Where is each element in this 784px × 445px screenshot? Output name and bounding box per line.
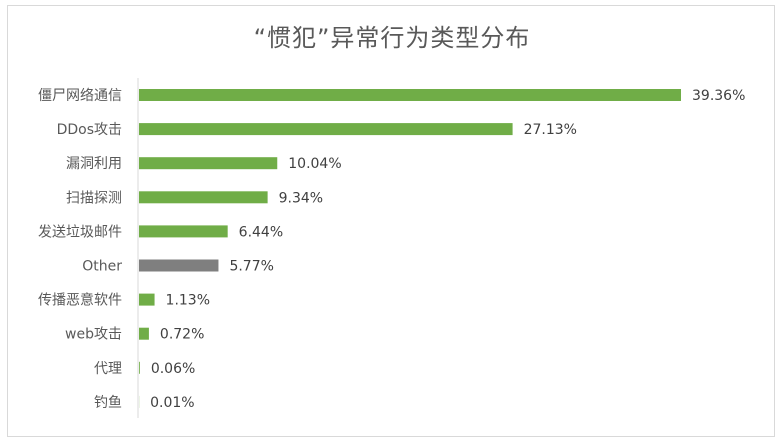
bar bbox=[139, 89, 681, 101]
category-label: 钓鱼 bbox=[94, 394, 122, 411]
bar bbox=[139, 361, 140, 374]
data-label: 10.04% bbox=[288, 156, 341, 172]
category-label: 扫描探测 bbox=[66, 190, 122, 206]
data-label: 27.13% bbox=[524, 122, 577, 138]
bar bbox=[139, 225, 228, 238]
data-label: 39.36% bbox=[692, 88, 745, 104]
chart-title: “惯犯”异常行为类型分布 bbox=[253, 24, 531, 52]
category-label: Other bbox=[82, 259, 122, 275]
data-label: 5.77% bbox=[229, 259, 273, 275]
bar bbox=[139, 293, 155, 306]
category-label: DDos攻击 bbox=[57, 122, 122, 138]
category-label: 代理 bbox=[94, 361, 122, 377]
category-label: 传播恶意软件 bbox=[38, 292, 122, 309]
data-label: 6.44% bbox=[239, 224, 283, 240]
data-label: 0.01% bbox=[150, 395, 194, 411]
data-label: 0.72% bbox=[160, 327, 204, 343]
category-label: 漏洞利用 bbox=[66, 156, 122, 172]
data-label: 9.34% bbox=[279, 190, 323, 206]
bar bbox=[139, 191, 268, 204]
bar bbox=[139, 259, 219, 272]
category-label: 发送垃圾邮件 bbox=[38, 224, 122, 240]
category-label: 僵尸网络通信 bbox=[38, 88, 122, 104]
chart-frame bbox=[7, 5, 775, 437]
data-label: 0.06% bbox=[151, 361, 195, 377]
category-label: web攻击 bbox=[65, 327, 122, 343]
bar bbox=[139, 327, 149, 340]
bar bbox=[139, 157, 278, 170]
bar bbox=[139, 123, 513, 136]
data-label: 1.13% bbox=[166, 293, 210, 309]
